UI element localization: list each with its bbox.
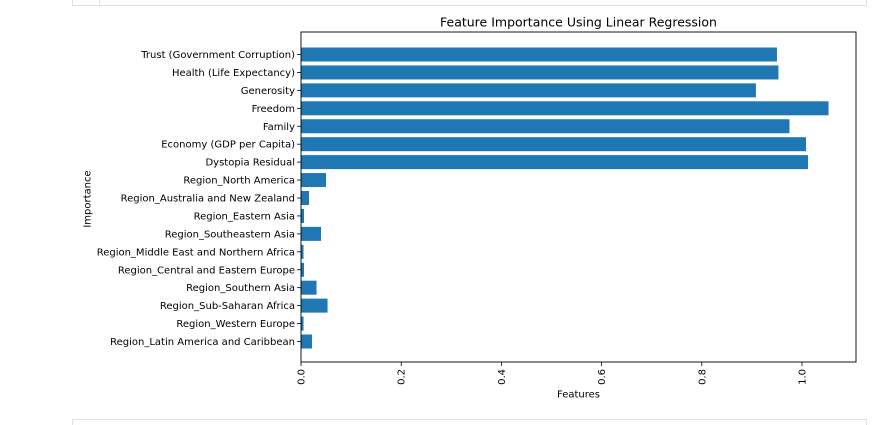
bar [301,316,304,331]
y-tick-label: Economy (GDP per Capita) [161,140,295,151]
bar [301,244,304,259]
bar [301,173,327,188]
y-axis: Trust (Government Corruption) Health (Lif… [97,50,301,348]
x-axis: 0.0 0.2 0.4 0.6 0.8 1.0 [297,362,809,385]
bar [301,191,310,205]
y-tick-label: Dystopia Residual [205,158,295,169]
y-tick-label: Region_Australia and New Zealand [121,194,295,205]
chart-title: Feature Importance Using Linear Regressi… [440,15,717,30]
bar [301,280,317,295]
y-tick-label: Health (Life Expectancy) [172,68,295,79]
y-tick-label: Region_Eastern Asia [194,211,295,222]
bar [301,208,305,223]
x-tick-label: 0.2 [397,369,408,385]
x-tick-label: 0.4 [497,369,508,385]
plot-frame [300,31,857,363]
bar [301,65,779,80]
bar [301,101,829,116]
bar [301,119,790,134]
y-tick-label: Trust (Government Corruption) [140,50,295,61]
bar [301,334,313,349]
x-tick-label: 0.6 [597,369,608,385]
bar [301,155,809,170]
bars-group [301,47,829,349]
bar [301,137,807,152]
bar [301,262,305,277]
y-tick-label: Region_Southern Asia [186,283,295,294]
bar [301,226,322,241]
y-tick-label: Family [263,122,295,133]
y-tick-label: Freedom [252,104,295,115]
x-axis-label: Features [557,390,600,401]
notebook-cell-edge-bottom [72,419,867,425]
y-tick-label: Generosity [241,86,295,97]
bar [301,83,756,98]
x-tick-label: 0.0 [297,369,308,385]
bar [301,298,328,313]
x-tick-label: 0.8 [697,369,708,385]
y-tick-label: Region_Southeastern Asia [165,229,295,240]
y-tick-label: Region_North America [183,176,295,187]
y-tick-label: Region_Middle East and Northern Africa [97,247,295,258]
y-tick-label: Region_Western Europe [176,319,295,330]
notebook-cell-edge-top [72,0,867,6]
y-tick-label: Region_Latin America and Caribbean [110,337,295,348]
x-tick-label: 1.0 [798,369,809,385]
y-tick-label: Region_Central and Eastern Europe [118,265,295,276]
y-axis-label: Importance [83,170,94,227]
y-tick-label: Region_Sub-Saharan Africa [160,301,295,312]
bar [301,47,777,62]
